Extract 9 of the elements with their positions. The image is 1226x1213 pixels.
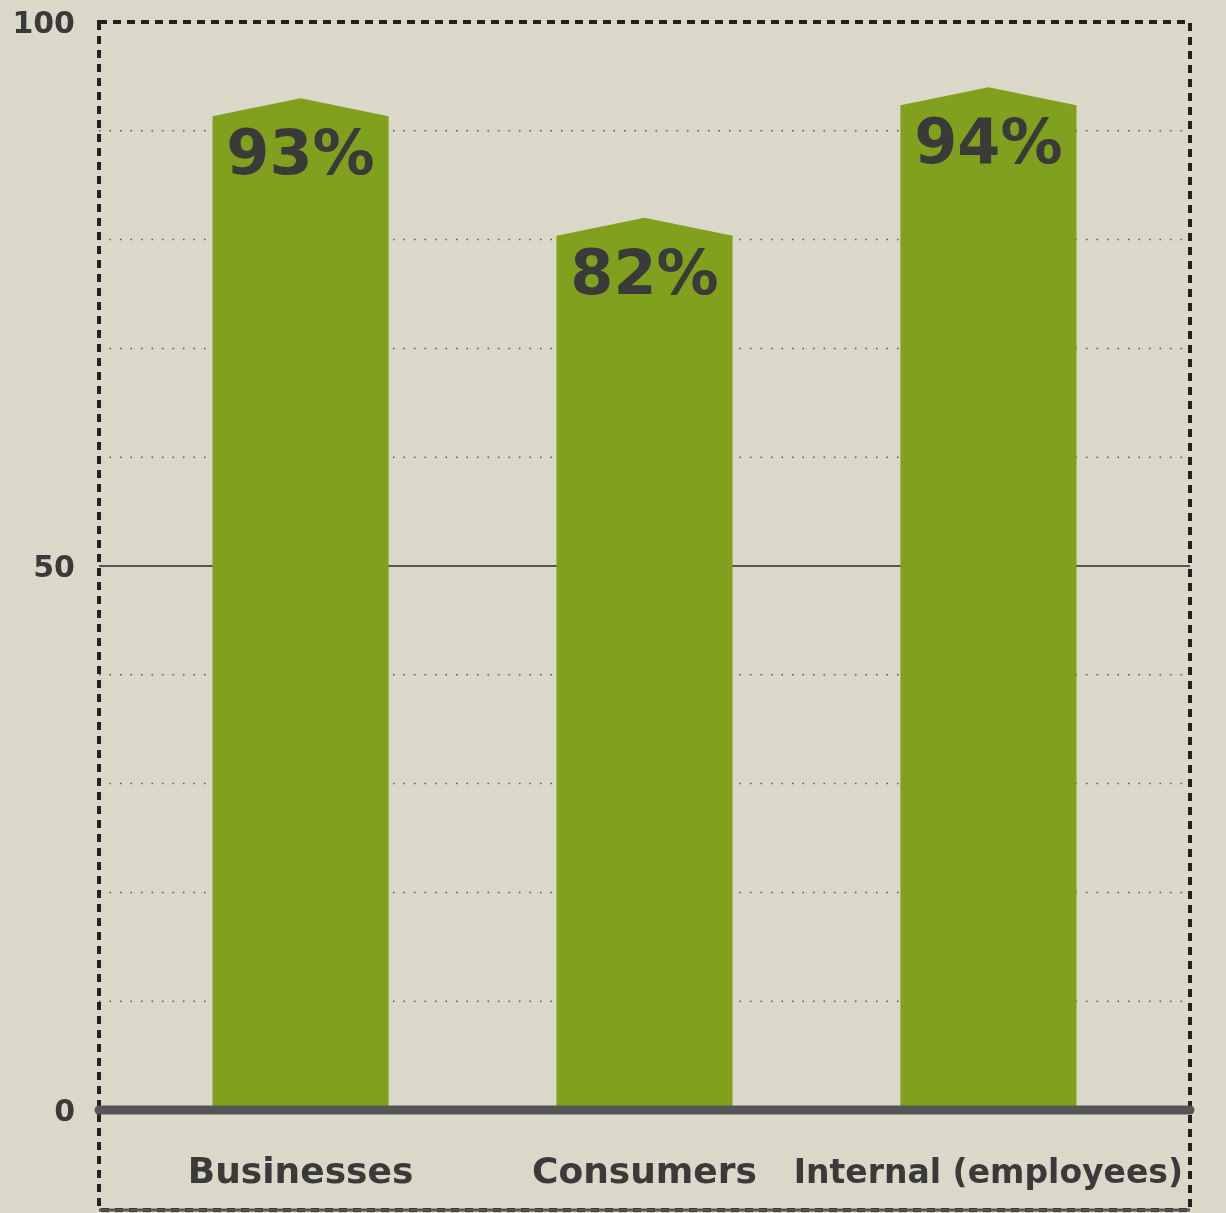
data-label: 93% bbox=[226, 116, 375, 190]
data-label: 82% bbox=[570, 235, 719, 309]
data-label: 94% bbox=[914, 105, 1063, 179]
x-tick-label: Businesses bbox=[187, 1150, 414, 1191]
y-tick-label: 50 bbox=[33, 548, 75, 584]
x-tick-label: Consumers bbox=[532, 1150, 757, 1191]
y-tick-label: 0 bbox=[54, 1092, 75, 1128]
y-tick-label: 100 bbox=[12, 4, 75, 40]
x-tick-label: Internal (employees) bbox=[793, 1152, 1184, 1191]
